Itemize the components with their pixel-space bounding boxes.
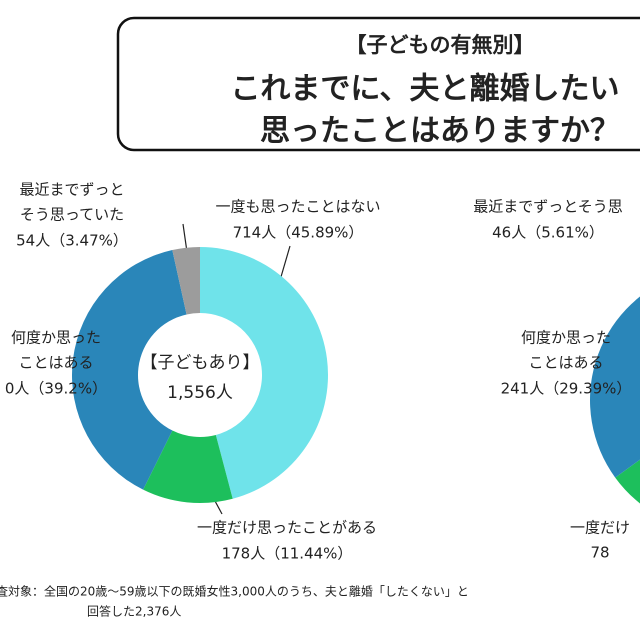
title-line: 思ったことはありますか？ <box>260 114 620 149</box>
slice-label: 最近までずっとそう思 <box>473 198 623 216</box>
center-label: 1,556人 <box>167 383 233 403</box>
slice-label: 一度だけ思ったことがある <box>197 519 377 537</box>
donut-slice <box>71 250 187 490</box>
footnote: 回答した2,376人 <box>87 604 181 619</box>
value-label: 54人（3.47%） <box>16 232 128 250</box>
slice-label: 何度か思った <box>521 329 611 347</box>
slice-label: 一度だけ <box>570 519 630 537</box>
value-label: 714人（45.89%） <box>233 224 364 242</box>
donut-slice <box>590 296 640 478</box>
title-box <box>116 16 640 152</box>
donut-slice <box>615 459 640 504</box>
slice-label: 最近までずっと <box>19 181 124 199</box>
donut-slice <box>143 430 233 503</box>
value-label: 0人（39.2%） <box>5 380 107 398</box>
value-label: 178人（11.44%） <box>222 545 353 563</box>
footnote: 査対象：全国の20歳〜59歳以下の既婚女性3,000人のうち、夫と離婚「したくな… <box>0 584 469 599</box>
slice-label: 一度も思ったことはない <box>215 198 380 216</box>
slice-label: 78 <box>590 544 609 562</box>
value-label: 241人（29.39%） <box>501 380 632 398</box>
slice-label: ことはある <box>18 354 93 372</box>
leader-line <box>182 223 188 253</box>
slice-label: 何度か思った <box>11 329 101 347</box>
value-label: 46人（5.61%） <box>492 224 604 242</box>
donut-slice <box>172 247 200 315</box>
title-line: これまでに、夫と離婚したい <box>230 72 619 107</box>
slice-label: そう思っていた <box>20 206 124 224</box>
slice-label: ことはある <box>528 354 603 372</box>
donut-slice <box>200 247 328 499</box>
center-label: 【子どもあり】 <box>141 353 260 373</box>
title-line: 【子どもの有無別】 <box>346 33 535 57</box>
